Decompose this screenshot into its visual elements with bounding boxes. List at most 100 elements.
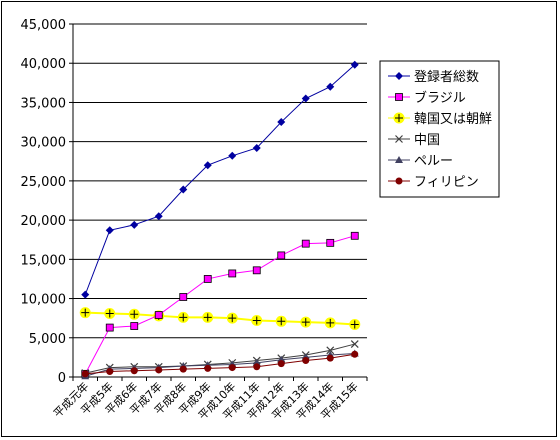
- legend-label: フィリピン: [414, 175, 479, 190]
- data-point-cross: [252, 316, 261, 325]
- series-0: [81, 60, 359, 299]
- legend-label: ブラジル: [414, 90, 466, 106]
- legend-label: 中国: [414, 133, 440, 148]
- data-point: [302, 357, 310, 365]
- y-axis: 0 5,000 10,000 15,000 20,000 25,000 30,000 35,0…: [21, 18, 74, 386]
- legend-marker: [395, 72, 403, 80]
- data-point: [350, 60, 359, 69]
- legend-marker: [393, 112, 405, 124]
- data-point: [128, 308, 140, 320]
- data-point-cross: [203, 313, 212, 322]
- data-point: [326, 354, 334, 362]
- data-point: [252, 143, 261, 152]
- legend-label: 登録者総数: [414, 70, 479, 85]
- legend-item: ペルー: [388, 154, 453, 169]
- data-point: [202, 311, 214, 323]
- data-point: [349, 318, 361, 330]
- data-point: [301, 239, 310, 248]
- data-point: [351, 350, 359, 358]
- legend-label: ペルー: [414, 154, 453, 169]
- series-line: [85, 311, 355, 326]
- legend-marker: [395, 156, 403, 163]
- legend-box: [379, 60, 500, 198]
- data-point: [155, 366, 163, 374]
- data-point: [277, 251, 286, 260]
- data-point: [275, 315, 287, 327]
- data-point: [105, 226, 114, 235]
- legend-item: 登録者総数: [388, 70, 479, 85]
- data-point: [177, 311, 189, 323]
- data-point-cross: [228, 314, 237, 323]
- data-point: [324, 317, 336, 329]
- legend-item: 韓国又は朝鮮: [388, 112, 492, 127]
- legend-marker: [395, 135, 403, 143]
- y-tick-label: 35,000: [21, 96, 67, 111]
- data-point: [228, 151, 237, 160]
- data-point: [81, 370, 89, 378]
- data-point: [179, 293, 188, 301]
- series-line: [84, 235, 355, 375]
- data-point-cross: [105, 309, 114, 318]
- data-point: [154, 212, 163, 221]
- gridlines: [73, 23, 367, 339]
- data-point: [105, 323, 114, 332]
- data-point: [277, 360, 285, 368]
- legend-item: ブラジル: [388, 90, 466, 106]
- x-axis: 平成元年平成5年平成6年平成7年平成8年平成9年平成10年平成11年平成12年平…: [50, 376, 368, 422]
- data-point: [130, 220, 139, 229]
- data-point: [300, 316, 312, 328]
- series-line: [85, 352, 355, 377]
- data-point: [252, 266, 261, 275]
- data-point: [179, 185, 188, 194]
- y-tick-label: 20,000: [21, 214, 67, 229]
- data-point: [228, 364, 236, 372]
- data-point: [204, 364, 212, 372]
- y-tick-label: 15,000: [21, 253, 67, 268]
- legend-marker: [395, 93, 403, 101]
- data-point-cross: [130, 310, 139, 319]
- y-tick-label: 40,000: [21, 57, 67, 72]
- y-tick-label: 45,000: [21, 18, 67, 33]
- legend-item: 中国: [388, 133, 440, 148]
- data-point-cross: [81, 308, 90, 317]
- data-point: [79, 307, 91, 319]
- data-point: [106, 368, 114, 376]
- series-line: [85, 343, 355, 374]
- y-tick-label: 0: [58, 371, 66, 386]
- data-point: [228, 269, 237, 278]
- data-point: [179, 365, 187, 373]
- legend-item: フィリピン: [388, 175, 479, 190]
- legend-marker-cross: [395, 114, 403, 122]
- y-tick-label: 5,000: [29, 332, 66, 347]
- legend-marker: [395, 177, 403, 185]
- series-line: [85, 353, 355, 375]
- data-point: [301, 94, 310, 103]
- data-point: [104, 307, 116, 319]
- data-point-cross: [350, 320, 359, 329]
- data-point: [326, 82, 335, 91]
- y-tick-label: 30,000: [21, 136, 67, 151]
- data-point: [130, 367, 138, 375]
- data-point: [277, 118, 286, 127]
- data-point: [326, 238, 335, 247]
- series-line: [84, 64, 356, 295]
- data-point: [226, 312, 238, 324]
- data-point-cross: [179, 313, 188, 322]
- data-point-cross: [326, 318, 335, 327]
- y-tick-label: 25,000: [21, 175, 67, 190]
- legend-label: 韓国又は朝鮮: [414, 112, 492, 127]
- data-point: [203, 161, 212, 170]
- data-point: [350, 231, 359, 240]
- y-tick-label: 10,000: [21, 293, 67, 308]
- data-point-cross: [277, 317, 286, 326]
- data-point: [350, 340, 359, 348]
- series-5: [81, 350, 359, 378]
- data-point: [253, 363, 261, 371]
- data-point: [81, 290, 90, 299]
- series-1: [81, 231, 359, 378]
- series-layer: [79, 60, 361, 380]
- data-point: [251, 315, 263, 327]
